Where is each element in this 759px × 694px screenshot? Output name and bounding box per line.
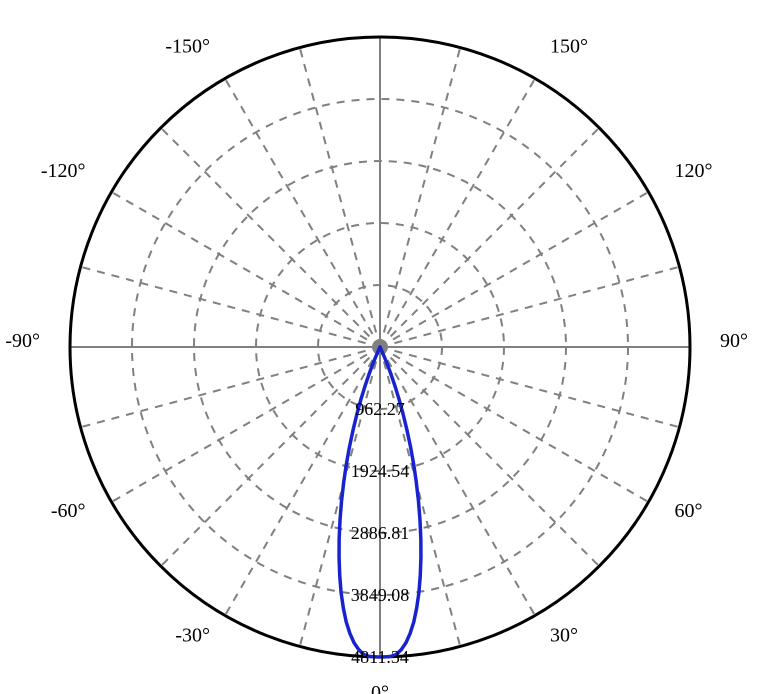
radial-label: 2886.81 <box>351 523 410 543</box>
angle-label: 60° <box>674 500 702 522</box>
radial-label: 3849.08 <box>351 585 410 605</box>
polar-chart: 962.27 1924.54 2886.81 3849.08 4811.34 0° 30° 6… <box>0 0 759 694</box>
radial-label: 962.27 <box>355 399 405 419</box>
angle-label: -90° <box>5 330 40 352</box>
angle-label: 120° <box>674 160 712 182</box>
angle-label: -60° <box>51 500 86 522</box>
angle-label: -120° <box>41 160 86 182</box>
angle-label: -30° <box>175 624 210 646</box>
radial-label: 1924.54 <box>351 461 410 481</box>
angle-label: 0° <box>371 682 389 694</box>
radial-label: 4811.34 <box>351 647 409 667</box>
angle-label: 150° <box>550 36 588 58</box>
angle-label: -150° <box>165 36 210 58</box>
angle-label: 30° <box>550 624 578 646</box>
angle-label: 90° <box>720 330 748 352</box>
